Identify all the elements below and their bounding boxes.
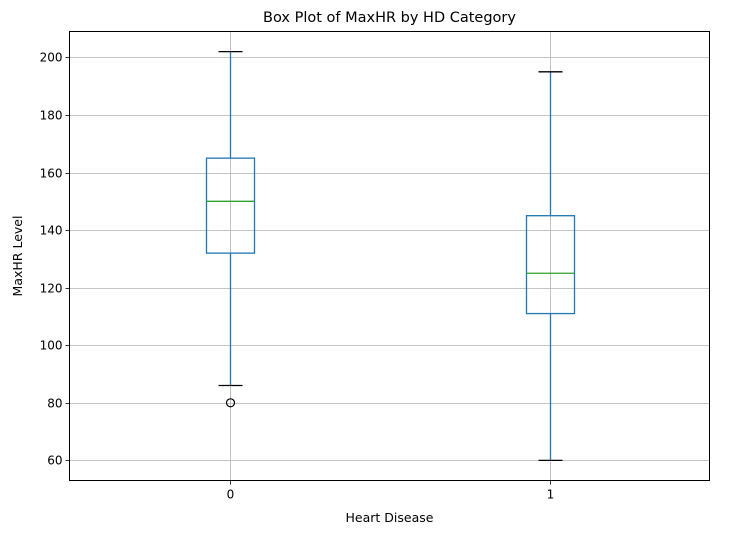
- iqr-box: [525, 215, 576, 315]
- boxes: [205, 50, 576, 462]
- grid-lines: [69, 31, 710, 481]
- box-group-0: [205, 50, 256, 408]
- x-axis-label: Heart Disease: [346, 510, 434, 525]
- y-tick-label: 160: [40, 167, 63, 181]
- y-tick-label: 80: [47, 397, 62, 411]
- x-tick-label: 0: [227, 488, 235, 502]
- y-tick-label: 180: [40, 109, 63, 123]
- y-tick-label: 140: [40, 224, 63, 238]
- y-axis-label: MaxHR Level: [10, 216, 25, 297]
- y-tick-label: 60: [47, 454, 62, 468]
- x-tick-label: 1: [547, 488, 555, 502]
- iqr-box: [205, 157, 256, 254]
- y-axis-ticks: 60 80 100 120 140 160 180 200: [40, 51, 70, 468]
- chart-title: Box Plot of MaxHR by HD Category: [263, 10, 516, 26]
- plot-area-frame: [69, 31, 710, 481]
- y-tick-label: 100: [40, 339, 63, 353]
- box-group-1: [525, 71, 576, 462]
- outlier-point: [225, 398, 236, 408]
- y-tick-label: 200: [40, 51, 63, 65]
- y-tick-label: 120: [40, 282, 63, 296]
